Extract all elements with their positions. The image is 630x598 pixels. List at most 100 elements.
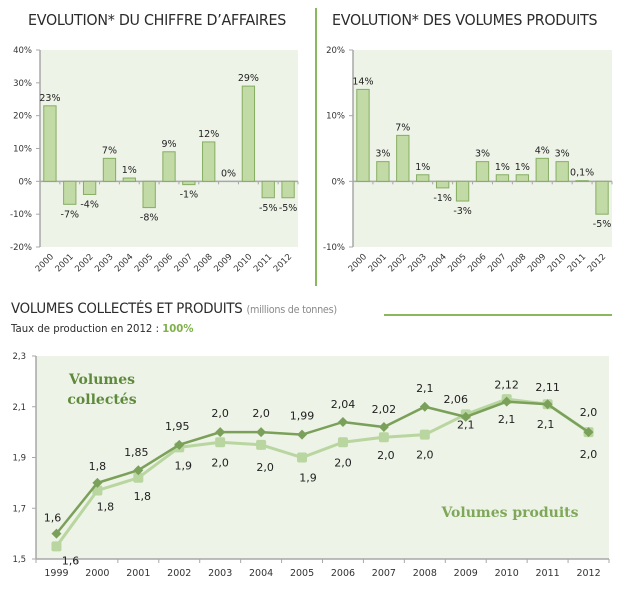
- x-tick-label: 2011: [536, 568, 560, 579]
- data-label-volumes-produits: 1,8: [134, 490, 152, 503]
- point-volumes-collectes: [174, 439, 185, 450]
- bar: [535, 157, 549, 182]
- bar: [122, 177, 136, 182]
- data-label-volumes-produits: 2,0: [377, 449, 395, 462]
- point-volumes-produits: [378, 432, 389, 443]
- y-tick-label: 1,7: [12, 504, 26, 514]
- data-label-volumes-collectes: 1,6: [44, 512, 62, 525]
- point-volumes-produits: [51, 541, 62, 552]
- y-tick-label: -10%: [323, 243, 345, 253]
- bar: [102, 157, 117, 182]
- data-label: -3%: [453, 206, 472, 217]
- bar: [261, 180, 275, 199]
- data-label-volumes-collectes: 2,0: [580, 406, 598, 419]
- x-tick-label: 2012: [576, 568, 600, 579]
- y-tick-label: 1,5: [12, 555, 26, 565]
- data-label-volumes-produits: 2,0: [256, 461, 274, 474]
- y-tick-label: 1,9: [12, 454, 26, 464]
- data-label: 7%: [102, 145, 117, 156]
- point-volumes-collectes: [297, 429, 308, 440]
- point-volumes-collectes: [460, 411, 471, 422]
- bar: [281, 180, 295, 199]
- point-volumes-collectes: [215, 427, 226, 438]
- bar: [555, 161, 569, 182]
- bar: [455, 180, 470, 202]
- chart-title-volumes: EVOLUTION* DES VOLUMES PRODUITS: [332, 11, 598, 29]
- y-tick-label: 20%: [13, 112, 32, 122]
- point-volumes-produits: [337, 437, 348, 448]
- y-tick-label: 30%: [13, 79, 32, 89]
- x-tick-label: 1999: [44, 568, 68, 579]
- bar: [435, 180, 450, 189]
- production-rate-value: 100%: [162, 322, 194, 335]
- y-tick-label: 10%: [326, 112, 345, 122]
- bar: [142, 180, 156, 209]
- data-label: 1%: [515, 162, 530, 173]
- data-label-volumes-collectes: 1,95: [165, 420, 190, 433]
- x-tick-label: 2000: [85, 568, 109, 579]
- data-label: 0,1%: [570, 168, 594, 179]
- point-volumes-collectes: [256, 427, 267, 438]
- bar: [63, 180, 77, 205]
- y-tick-label: 10%: [13, 145, 32, 155]
- bar: [82, 180, 97, 195]
- data-label: 23%: [39, 93, 60, 104]
- data-label-volumes-collectes: 2,0: [252, 407, 270, 420]
- data-label: -7%: [61, 209, 80, 220]
- data-label-volumes-collectes: 1,99: [290, 410, 315, 423]
- point-volumes-collectes: [92, 477, 103, 488]
- point-volumes-produits: [297, 452, 308, 463]
- data-label-volumes-produits: 2,0: [211, 456, 229, 469]
- x-tick-label: 2002: [167, 568, 191, 579]
- data-label: -1%: [433, 193, 452, 204]
- bar: [43, 105, 57, 182]
- data-label-volumes-collectes: 1,85: [124, 446, 149, 459]
- bar: [396, 134, 410, 182]
- annotation-volumes-collectes-line2: collectés: [67, 392, 136, 408]
- data-label: -1%: [180, 190, 199, 201]
- point-volumes-produits: [215, 437, 226, 448]
- point-volumes-produits: [133, 472, 144, 483]
- point-volumes-collectes: [378, 422, 389, 433]
- y-tick-label: 2,1: [12, 403, 26, 413]
- data-label: 1%: [122, 165, 137, 176]
- data-label: -5%: [259, 203, 278, 214]
- x-tick-label: 2010: [495, 568, 519, 579]
- point-volumes-produits: [419, 429, 430, 440]
- data-label: -5%: [279, 203, 298, 214]
- point-volumes-collectes: [542, 399, 553, 410]
- series-line-volumes-collectes: [55, 400, 590, 535]
- bar: [416, 174, 430, 182]
- bar: [515, 174, 530, 182]
- bar: [475, 161, 490, 182]
- point-volumes-produits: [92, 485, 103, 496]
- annotation-volumes-produits: Volumes produits: [440, 505, 578, 521]
- vertical-divider: [315, 8, 317, 286]
- data-label: -4%: [80, 199, 99, 210]
- annotation-volumes-collectes-line1: Volumes: [68, 372, 135, 388]
- data-label: -8%: [140, 213, 159, 224]
- x-tick-label: 2007: [372, 568, 396, 579]
- bar: [376, 161, 390, 182]
- plot-area: [36, 356, 609, 559]
- bar: [182, 180, 196, 186]
- section-title-text: VOLUMES COLLECTÉS ET PRODUITS: [11, 301, 243, 317]
- x-tick-label: 2003: [208, 568, 232, 579]
- data-label-volumes-collectes: 2,0: [211, 407, 229, 420]
- production-rate: Taux de production en 2012 : 100%: [11, 322, 193, 335]
- data-label-volumes-collectes: 2,04: [331, 398, 356, 411]
- chart-title-revenue: EVOLUTION* DU CHIFFRE D’AFFAIRES: [28, 11, 287, 29]
- data-label: 0%: [221, 168, 236, 179]
- data-label-volumes-collectes: 2,11: [535, 381, 560, 394]
- data-label: 12%: [198, 129, 219, 140]
- data-label: 3%: [375, 149, 390, 160]
- point-volumes-collectes: [583, 427, 594, 438]
- data-label: 29%: [238, 73, 259, 84]
- x-tick-label: 2004: [249, 568, 273, 579]
- bar: [162, 151, 176, 182]
- y-tick-label: -10%: [10, 210, 32, 220]
- data-label-volumes-produits: 1,9: [175, 459, 193, 472]
- point-volumes-collectes: [419, 401, 430, 412]
- point-volumes-produits: [256, 439, 267, 450]
